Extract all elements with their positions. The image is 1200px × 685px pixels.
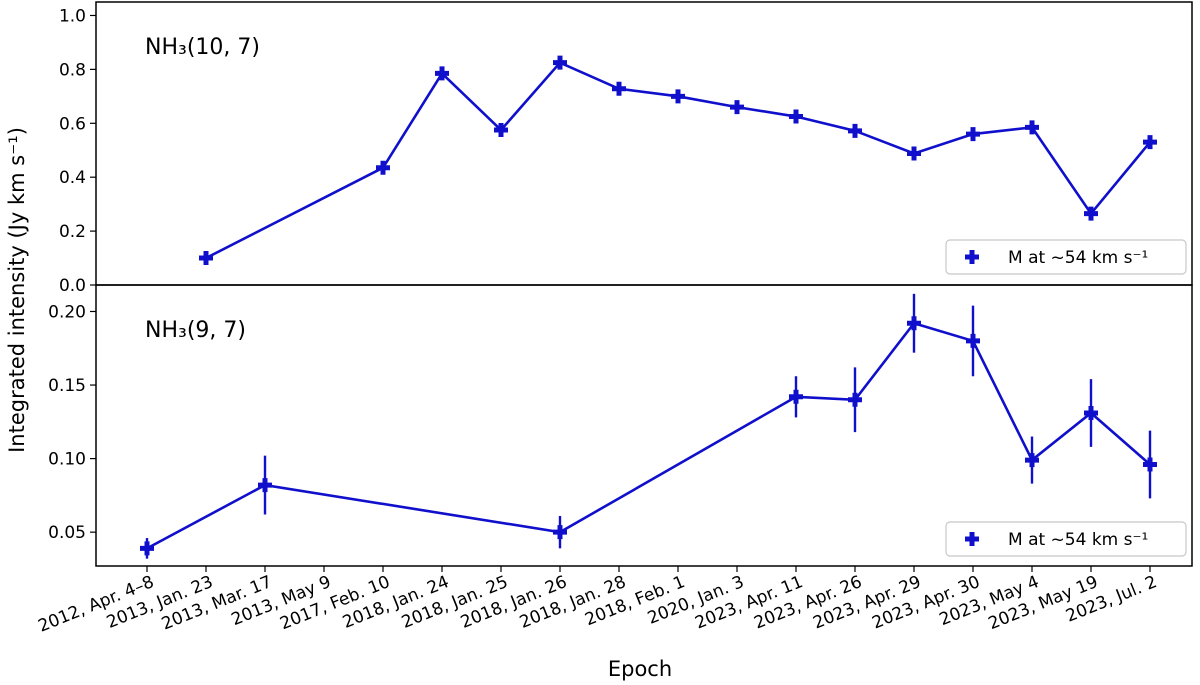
panel-label: NH₃(10, 7) [145,35,260,60]
data-point [789,109,803,124]
y-axis-title: Integrated intensity (Jy km s⁻¹) [5,127,29,453]
data-point [671,89,685,104]
legend-marker [965,532,979,546]
data-point [848,392,862,407]
data-point [1025,453,1039,468]
data-point [553,525,567,540]
y-tick-label: 0.15 [48,376,86,396]
x-axis-title: Epoch [608,657,672,681]
legend-box [945,521,1187,557]
data-point [140,541,154,556]
panel-2: 0.05 0.10 0.15 0.20 NH₃(9, 7) M at ~54 km s⁻¹ [48,284,1193,567]
plot-frame [95,284,1193,567]
data-point [1084,405,1098,420]
y-tick-label: 0.6 [59,114,86,134]
data-point [494,123,508,138]
data-point [258,478,272,493]
y-tick-label: 0.10 [48,450,86,470]
data-point [966,127,980,142]
data-point [199,251,213,266]
data-point [1025,120,1039,135]
data-point [966,333,980,348]
series-line [146,321,1151,550]
data-point [1143,457,1157,472]
data-point [376,160,390,175]
data-point [435,66,449,81]
data-point [848,123,862,138]
data-point [907,316,921,331]
legend-box [945,239,1187,275]
legend-marker [965,250,979,264]
data-point [1084,206,1098,221]
y-tick-label: 0.20 [48,302,86,322]
panel-1: 0.0 0.2 0.4 0.6 0.8 1.0 NH₃(10, 7) M at ~54 km … [59,1,1193,296]
y-tick-label: 0.05 [48,523,86,543]
y-tick-label: 0.2 [59,222,86,242]
data-point [789,389,803,404]
legend-label: M at ~54 km s⁻¹ [1008,248,1148,268]
data-point [730,100,744,115]
y-tick-label: 1.0 [59,6,86,26]
y-tick-label: 0.8 [59,60,86,80]
y-tick-label: 0.0 [59,276,86,296]
data-point [907,146,921,161]
panels: 0.0 0.2 0.4 0.6 0.8 1.0 NH₃(10, 7) M at ~54 km … [48,1,1193,567]
data-point [1143,135,1157,150]
legend: M at ~54 km s⁻¹ [945,521,1187,557]
panel-label: NH₃(9, 7) [145,318,246,343]
y-tick-label: 0.4 [59,168,86,188]
data-point [553,55,567,70]
legend: M at ~54 km s⁻¹ [945,239,1187,275]
legend-label: M at ~54 km s⁻¹ [1008,530,1148,550]
data-point [612,81,626,96]
